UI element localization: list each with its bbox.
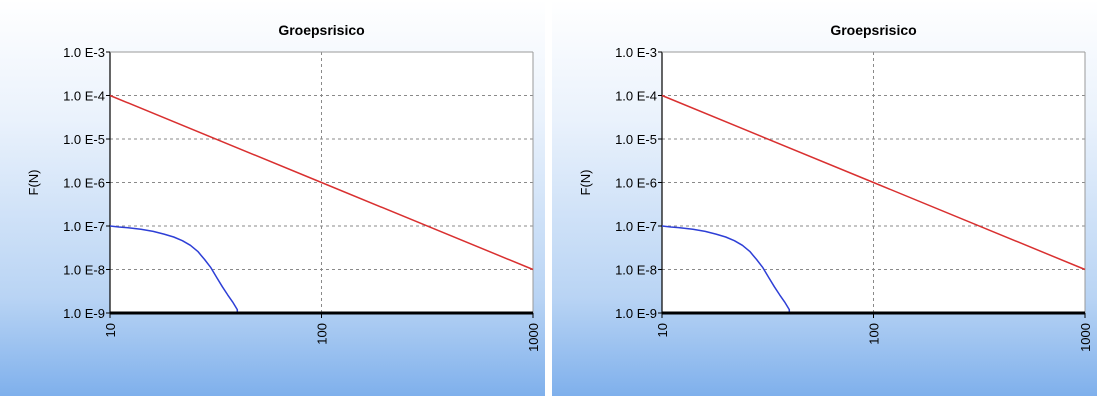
series-line-red (661, 94, 1086, 271)
y-tick-label: 1.0 E-9 (63, 306, 105, 321)
series-line-blue (109, 225, 239, 313)
fn-chart-left: Groepsrisico F(N) 1.0 E-3 1.0 E-4 1.0 E-5 1.0… (26, 22, 541, 352)
chart-panel-right: Groepsrisico F(N) 1.0 E-3 1.0 E-4 1.0 E-5 1.0… (552, 0, 1097, 396)
panel-divider (545, 0, 552, 396)
chart-title: Groepsrisico (830, 22, 916, 38)
x-tick-label: 1000 (526, 323, 541, 352)
series-line-red (109, 94, 534, 271)
y-tick-label: 1.0 E-5 (63, 132, 105, 147)
y-tick-label: 1.0 E-3 (63, 45, 105, 60)
y-tick-label: 1.0 E-7 (615, 219, 657, 234)
series-line-blue (661, 225, 791, 313)
fn-chart-right: Groepsrisico F(N) 1.0 E-3 1.0 E-4 1.0 E-5 1.0… (578, 22, 1093, 352)
y-tick-label: 1.0 E-8 (63, 263, 105, 278)
x-tick-label: 1000 (1078, 323, 1093, 352)
y-axis-label: F(N) (26, 170, 41, 196)
y-tick-label: 1.0 E-4 (63, 89, 105, 104)
chart-panel-left: Groepsrisico F(N) 1.0 E-3 1.0 E-4 1.0 E-5 1.0… (0, 0, 545, 396)
x-tick-label: 10 (103, 323, 118, 337)
y-tick-label: 1.0 E-8 (615, 263, 657, 278)
y-tick-label: 1.0 E-9 (615, 306, 657, 321)
y-tick-label: 1.0 E-3 (615, 45, 657, 60)
y-tick-label: 1.0 E-7 (63, 219, 105, 234)
x-tick-label: 100 (867, 323, 882, 345)
y-axis-label: F(N) (578, 170, 593, 196)
x-tick-label: 100 (315, 323, 330, 345)
y-tick-label: 1.0 E-6 (615, 176, 657, 191)
y-tick-label: 1.0 E-4 (615, 89, 657, 104)
y-tick-label: 1.0 E-5 (615, 132, 657, 147)
y-tick-label: 1.0 E-6 (63, 176, 105, 191)
chart-title: Groepsrisico (278, 22, 364, 38)
x-tick-label: 10 (655, 323, 670, 337)
